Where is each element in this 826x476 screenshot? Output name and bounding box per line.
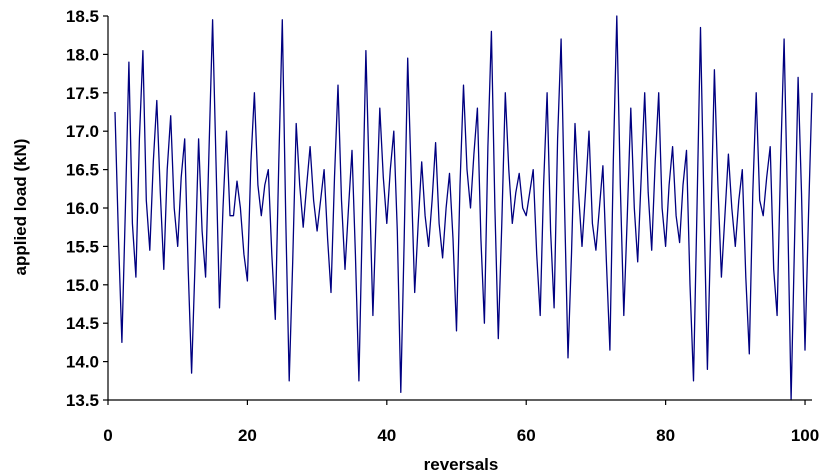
x-tick-label: 100 [791,426,819,445]
x-tick-label: 80 [656,426,675,445]
y-tick-label: 16.0 [66,199,99,218]
y-axis-title: applied load (kN) [11,139,30,276]
y-tick-label: 14.0 [66,353,99,372]
y-tick-label: 16.5 [66,161,99,180]
x-tick-label: 40 [377,426,396,445]
series-layer [114,15,813,401]
x-tick-label: 60 [517,426,536,445]
y-tick-label: 17.0 [66,122,99,141]
y-axis-title-group: applied load (kN) [11,139,30,276]
y-tick-label: 15.0 [66,276,99,295]
x-axis-ticks: 0 20 40 60 80 100 [103,400,819,445]
y-tick-label: 18.5 [66,7,99,26]
y-tick-label: 14.5 [66,314,99,333]
y-tick-label: 18.0 [66,45,99,64]
y-tick-label: 17.5 [66,84,99,103]
x-axis-title: reversals [424,455,499,474]
y-tick-label: 15.5 [66,237,99,256]
x-tick-label: 20 [238,426,257,445]
y-axis-ticks: 13.5 14.0 14.5 15.0 15.5 16.0 16.5 17.0 17.5 18.0… [66,7,108,410]
y-tick-label: 13.5 [66,391,99,410]
series-line [114,15,813,401]
x-tick-label: 0 [103,426,112,445]
